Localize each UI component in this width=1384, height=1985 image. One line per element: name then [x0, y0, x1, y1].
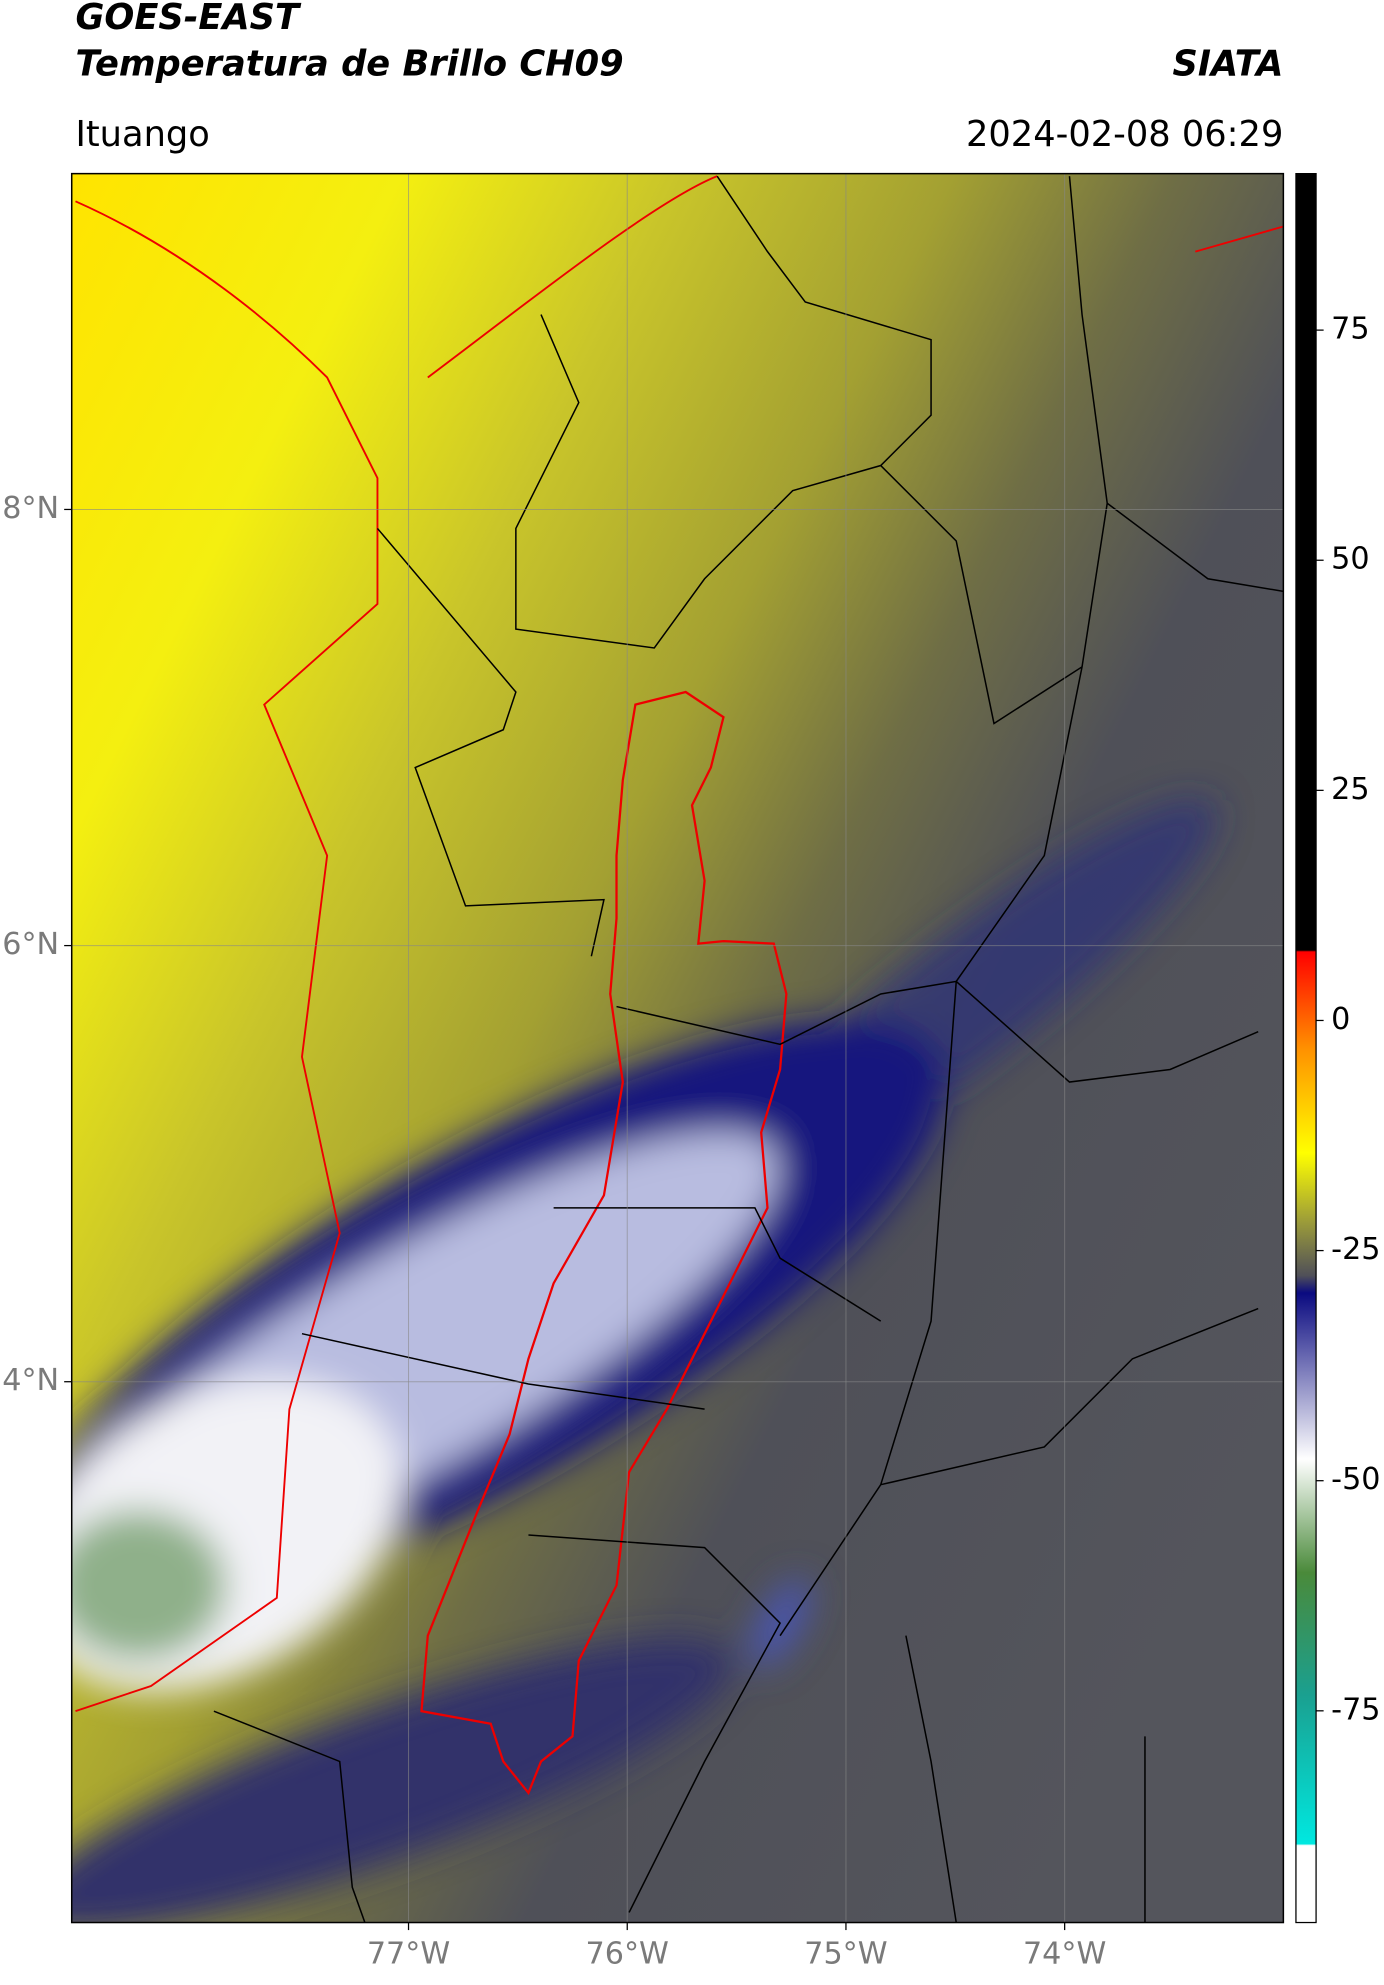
- colorbar-tick-label: -50: [1331, 1462, 1380, 1497]
- x-tick-label: 75°W: [804, 1937, 887, 1972]
- location: Ituango: [75, 114, 209, 155]
- x-tick-label: 76°W: [586, 1937, 669, 1972]
- datetime: 2024-02-08 06:29: [966, 114, 1283, 155]
- colorbar-tick-label: 0: [1331, 1002, 1350, 1037]
- colorbar-tick-label: 50: [1331, 542, 1369, 577]
- coastline: [75, 175, 1284, 1713]
- y-tick-label: 8°N: [2, 491, 59, 526]
- colorbar-tick-label: -25: [1331, 1232, 1380, 1267]
- map-image: [71, 173, 1284, 1923]
- grid: [71, 173, 1284, 1923]
- colorbar-tick-label: -75: [1331, 1692, 1380, 1727]
- basin-outline: [420, 690, 788, 1796]
- title: GOES-EAST: [75, 0, 302, 38]
- x-tick-label: 77°W: [367, 1937, 450, 1972]
- subtitle: Temperatura de Brillo CH09: [75, 43, 623, 84]
- colorbar: [1295, 173, 1317, 1924]
- y-tick-label: 4°N: [2, 1363, 59, 1398]
- admin-borders: [213, 175, 1284, 1923]
- colorbar-tick-label: 25: [1331, 772, 1369, 807]
- y-tick-label: 6°N: [2, 927, 59, 962]
- map-frame: [70, 172, 1285, 1924]
- source: SIATA: [1172, 43, 1283, 84]
- x-tick-label: 74°W: [1023, 1937, 1106, 1972]
- colorbar-tick-label: 75: [1331, 312, 1369, 347]
